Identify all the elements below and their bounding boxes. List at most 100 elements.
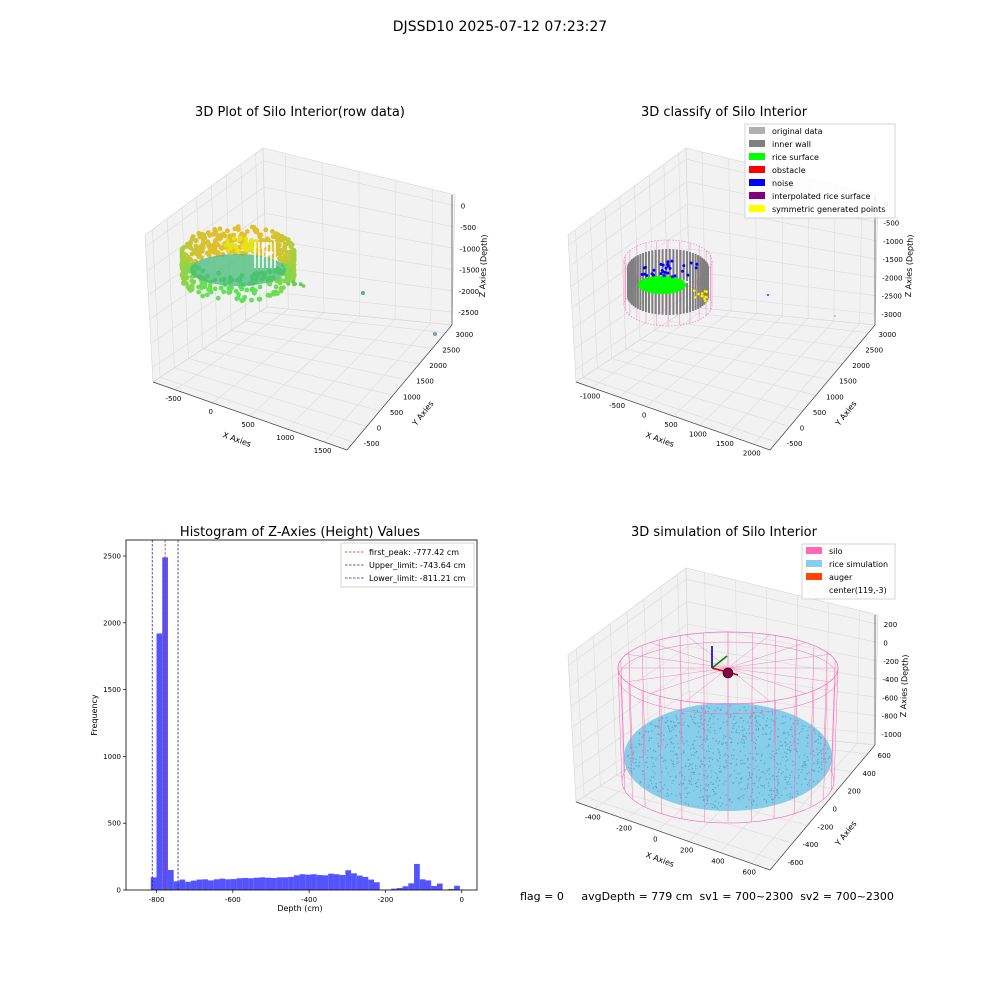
simulation-rice-point [718,779,720,782]
simulation-rice-point [707,797,709,799]
histogram-bar [288,876,294,890]
simulation-rice-point [763,798,766,801]
raw-data-point [218,232,224,238]
raw-x-axis-label: X Axies [221,430,252,449]
simulation-rice-point [696,736,698,738]
simulation-rice-point [664,759,666,761]
classify-symmetric-point [704,290,709,294]
simulation-rice-point [729,800,731,802]
raw-data-point [182,252,187,257]
simulation-rice-point [813,762,815,764]
simulation-rice-point [682,724,684,726]
simulation-rice-point [652,749,655,752]
simulation-rice-point [704,770,707,772]
simulation-rice-point [764,772,766,775]
simulation-rice-point [729,715,732,717]
simulation-rice-point [684,765,687,767]
simulation-rice-point [787,781,790,783]
simulation-silo-strut [810,690,815,808]
simulation-rice-point [759,724,761,726]
simulation-rice-point [775,789,778,792]
simulation-silo-roof-line [685,634,729,669]
histogram-y-tick-label: 0 [117,887,121,895]
simulation-rice-point [787,732,789,734]
classify-z-axis-label: Z Axies (Depth) [904,234,915,297]
y-gridline [259,311,446,334]
simulation-rice-point [730,774,732,776]
histogram-bar [265,877,271,890]
simulation-rice-point [692,721,695,723]
simulation-rice-point [726,721,728,723]
simulation-rice-point [817,738,819,741]
simulation-rice-point [685,796,687,799]
simulation-rice-point [769,789,771,792]
simulation-silo-strut [773,700,776,819]
raw-data-point [221,289,227,295]
classify-symmetric-point [704,295,708,299]
simulation-rice-point [751,788,754,791]
simulation-rice-point [815,748,818,750]
simulation-rice-point [817,758,819,761]
simulation-silo-strut [703,632,705,741]
simulation-silo-strut [620,675,625,791]
simulation-rice-point [696,710,699,713]
simulation-rice-point [683,779,685,781]
raw-data-point [278,288,284,294]
simulation-rice-point [673,765,675,768]
simulation-rice-point [700,717,703,719]
simulation-rice-point [789,729,791,731]
legend-swatch-inner-wall [749,140,765,147]
simulation-rice-point [786,794,788,796]
simulation-rice-point [645,730,647,732]
raw-data-point [291,280,296,285]
simulation-rice-point [716,707,719,709]
simulation-rice-point [681,783,684,785]
simulation-rice-point [684,802,687,804]
simulation-rice-point [705,710,707,713]
simulation-rice-point [743,741,745,743]
raw-data-point [230,242,236,248]
classify-noise-point [682,264,686,268]
classify-symmetric-point [700,291,704,296]
y-gridline-left [677,574,683,733]
simulation-rice-point [761,785,764,787]
x-tick-label: 500 [664,421,677,429]
simulation-rice-point [772,798,774,800]
simulation-rice-point [797,793,799,795]
simulation-rice-point [790,786,793,789]
z-gridline [265,264,453,292]
simulation-rice-point [763,762,766,764]
simulation-rice-point [768,768,770,770]
raw-data-point [232,226,238,232]
simulation-rice-point [800,783,803,786]
simulation-rice-point [783,731,785,734]
simulation-rice-point [770,796,772,798]
simulation-rice-point [627,755,629,757]
y-gridline [584,796,778,862]
y-gridline [668,320,856,349]
simulation-rice-point [814,732,817,735]
simulation-rice-point [672,760,674,763]
simulation-rice-point [690,764,692,766]
simulation-rice-point [800,730,802,733]
simulation-rice-point [657,790,659,793]
simulation-rice-point [818,761,820,764]
histogram-y-tick-label: 2500 [103,553,121,561]
simulation-silo-strut [831,659,836,772]
simulation-rice-point [675,714,677,717]
simulation-rice-point [801,766,803,768]
simulation-rice-point [670,793,673,795]
raw-data-point [249,243,254,248]
simulation-rice-point [792,760,794,762]
simulation-rice-point [667,725,669,727]
simulation-rice-point [662,760,664,762]
simulation-rice-point [719,797,722,799]
simulation-rice-point [635,765,637,767]
z-tick-label: -2000 [459,288,479,296]
simulation-rice-point [737,797,739,799]
simulation-rice-point [822,748,824,750]
simulation-rice-point [655,726,657,728]
z-gridline [689,690,876,717]
raw-data-point [233,288,239,294]
simulation-rice-point [734,723,736,725]
